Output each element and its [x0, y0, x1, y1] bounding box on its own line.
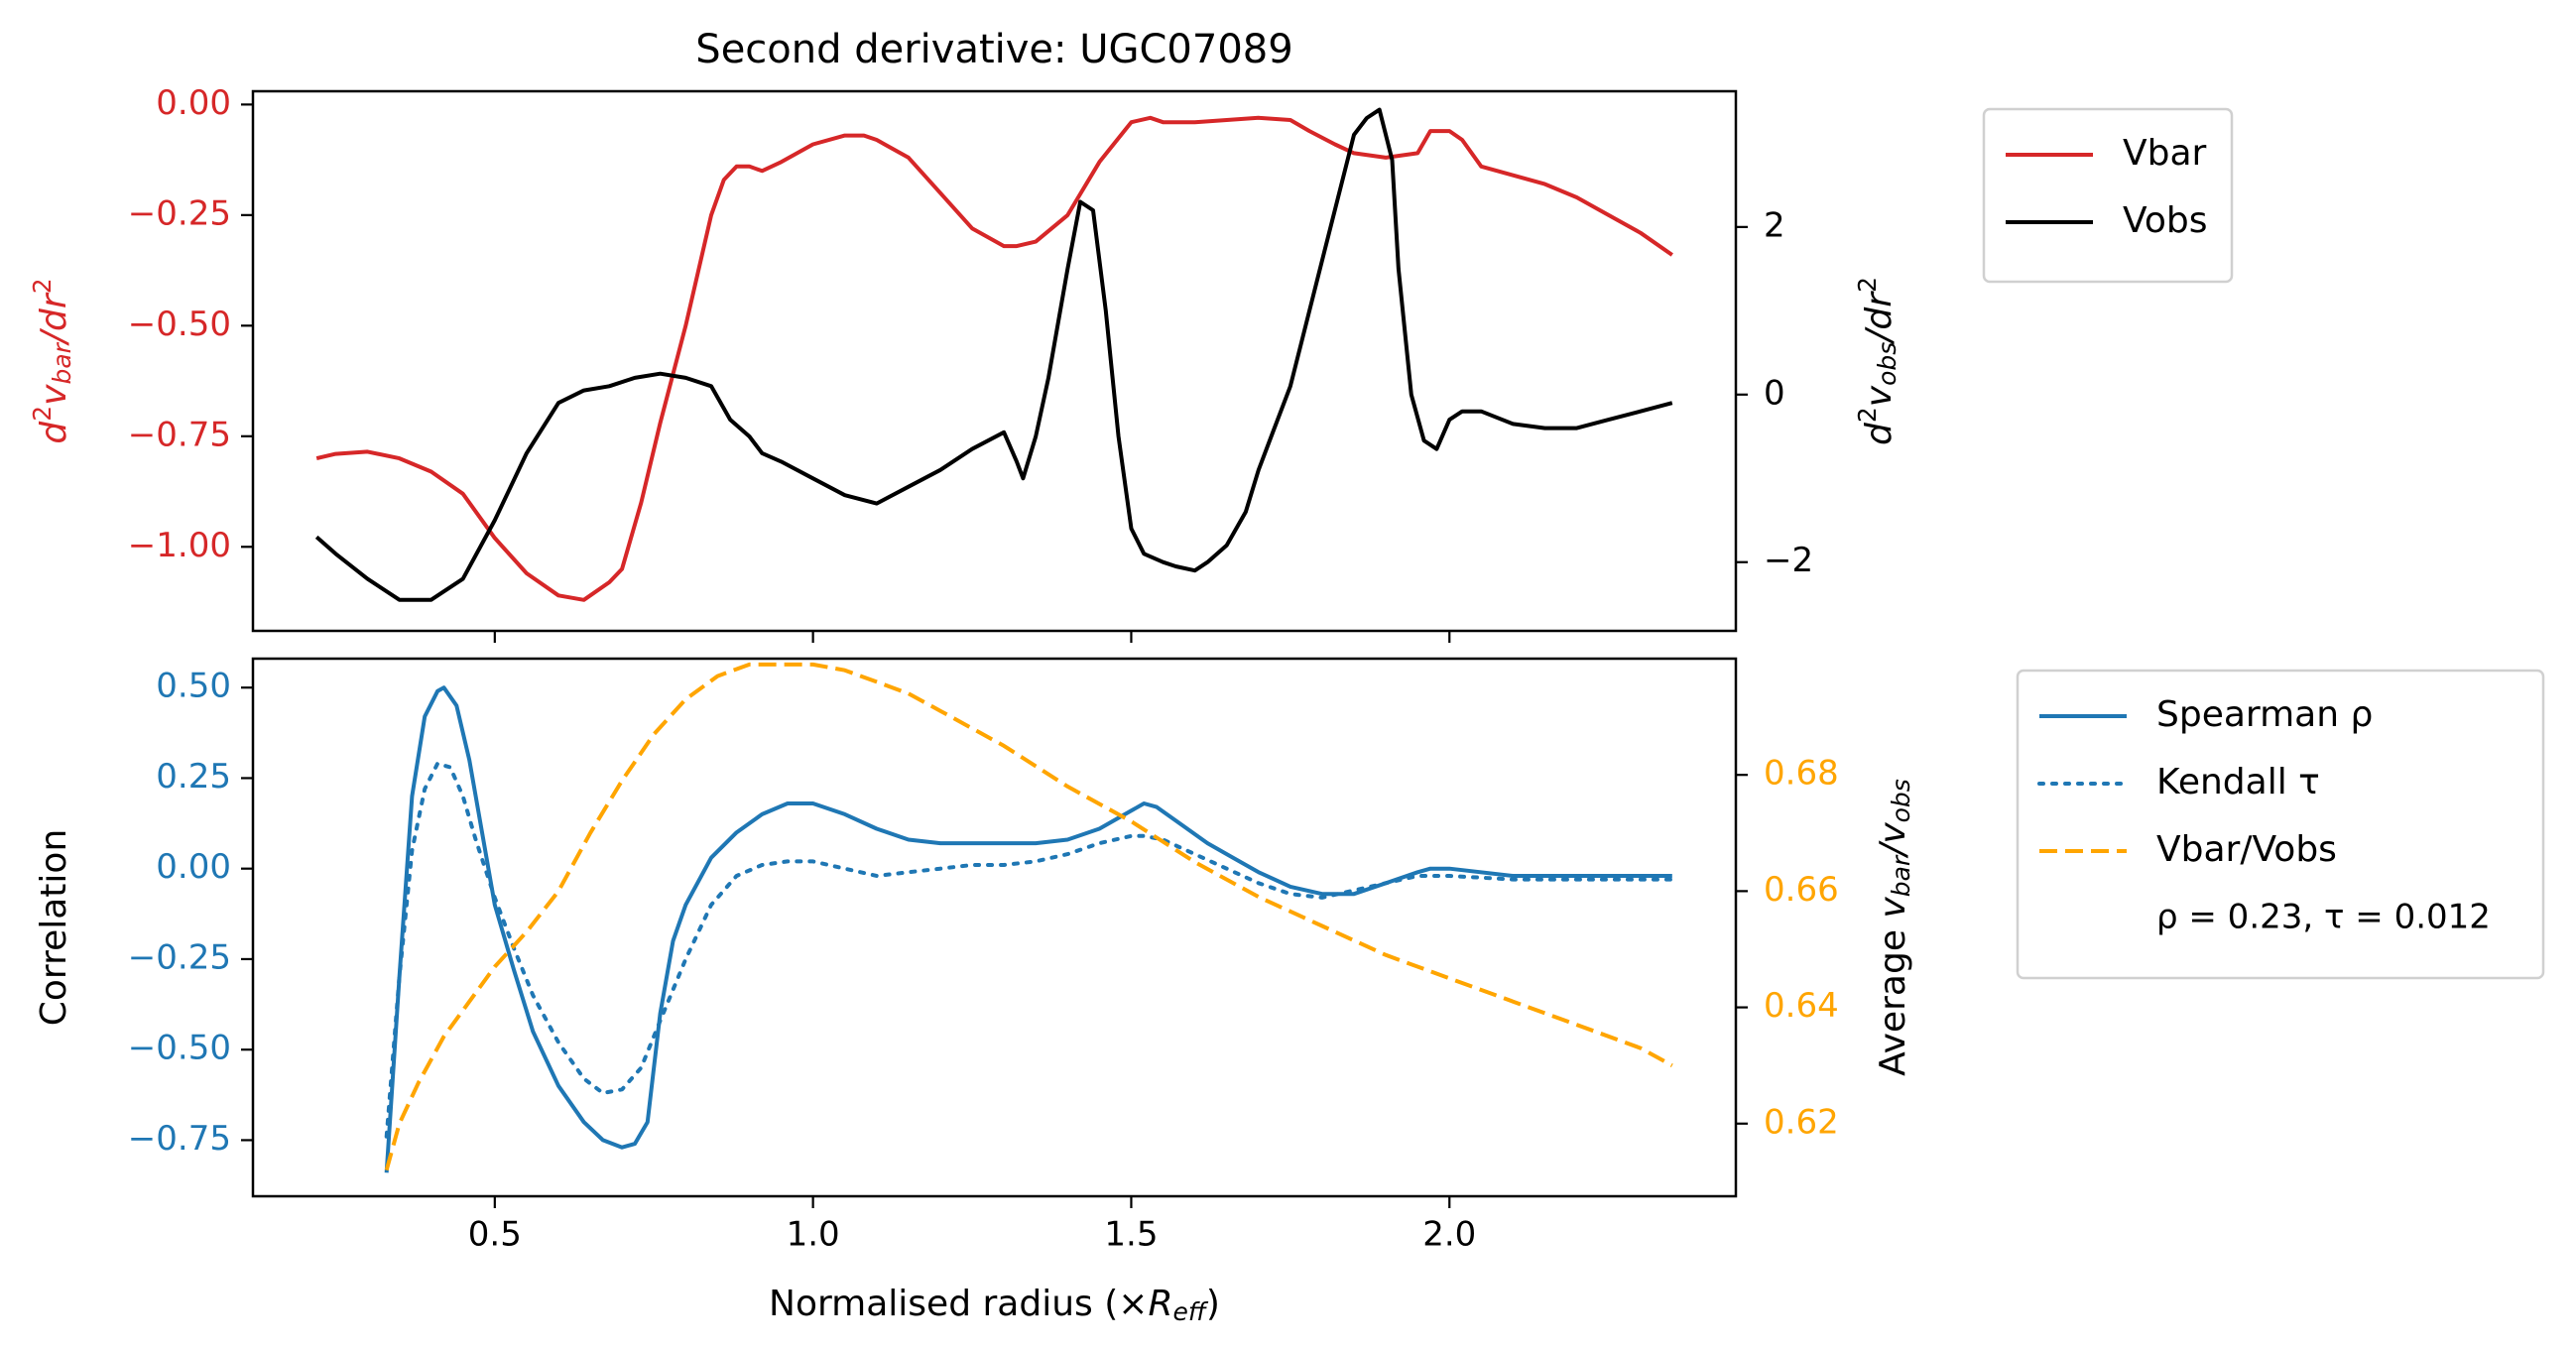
y-tick-label-left: −0.25	[128, 193, 231, 233]
y-tick-label-left: −0.50	[128, 305, 231, 344]
series-line-vbar	[315, 115, 1673, 602]
legend-label: Spearman ρ	[2156, 694, 2373, 735]
series-line-vbar-vobs	[384, 662, 1673, 1171]
series-line-vobs	[314, 107, 1673, 602]
y-tick-label-left: 0.25	[156, 757, 231, 797]
y-axis-label-right: d2vobs/dr2	[1853, 277, 1901, 445]
y-axis-label-left: Correlation	[34, 829, 74, 1027]
legend-bottom: Spearman ρ Kendall τ Vbar/Vobs ρ = 0.23, τ …	[2016, 669, 2545, 980]
legend-label: Vbar	[2123, 133, 2207, 174]
series-lines	[384, 662, 1674, 1173]
y-tick-label-right: 0.66	[1764, 870, 1839, 910]
legend-frame	[2016, 669, 2545, 980]
x-tick-label: 1.0	[787, 1215, 840, 1255]
plot-frame	[251, 89, 1738, 633]
series-line-kendall	[384, 761, 1674, 1139]
y-tick-label-left: 0.50	[156, 667, 231, 706]
y-tick-label-left: −1.00	[128, 526, 231, 565]
y-axis-label-right: Average vbar/vobs	[1873, 779, 1915, 1076]
legend-top: Vbar Vobs	[1982, 107, 2234, 284]
plot-frame	[251, 657, 1738, 1198]
legend-label: Kendall τ	[2156, 762, 2320, 802]
legend-frame	[1982, 107, 2234, 284]
y-tick-label-left: −0.75	[128, 1119, 231, 1159]
y-tick-label-right: −2	[1764, 541, 1813, 580]
y-tick-label-left: −0.25	[128, 937, 231, 977]
legends: Vbar Vobs Spearman ρ Kendall τ Vbar/Vobs ρ = …	[1982, 107, 2545, 980]
y-tick-label-left: −0.75	[128, 415, 231, 454]
bottom-panel: 0.5 1.0 1.5 2.0 0.50 0.25 0.00 −0.25 −0.50 −0.75 0…	[34, 657, 1915, 1326]
y-tick-label-left: 0.00	[156, 847, 231, 887]
y-tick-label-right: 0.68	[1764, 754, 1839, 794]
y-tick-label-right: 0.64	[1764, 986, 1839, 1026]
chart-title: Second derivative: UGC07089	[695, 27, 1292, 72]
legend-label: Vbar/Vobs	[2156, 829, 2337, 870]
x-tick-label: 1.5	[1104, 1215, 1158, 1255]
y-tick-label-right: 2	[1764, 205, 1785, 245]
x-axis-label: Normalised radius (×Reff)	[769, 1284, 1220, 1326]
y-tick-label-left: 0.00	[156, 83, 231, 123]
y-axis-label-left: d2vbar/dr2	[28, 278, 76, 443]
x-tick-label: 0.5	[468, 1215, 522, 1255]
x-tick-label: 2.0	[1422, 1215, 1476, 1255]
y-tick-label-right: 0.62	[1764, 1102, 1839, 1142]
top-panel: 0.00 −0.25 −0.50 −0.75 −1.00 2 0 −2 Second deriv…	[28, 27, 1901, 643]
series-lines	[314, 107, 1673, 602]
y-tick-label-right: 0	[1764, 373, 1785, 413]
legend-stats-note: ρ = 0.23, τ = 0.012	[2156, 898, 2491, 937]
y-tick-label-left: −0.50	[128, 1029, 231, 1068]
legend-label: Vobs	[2123, 200, 2207, 241]
